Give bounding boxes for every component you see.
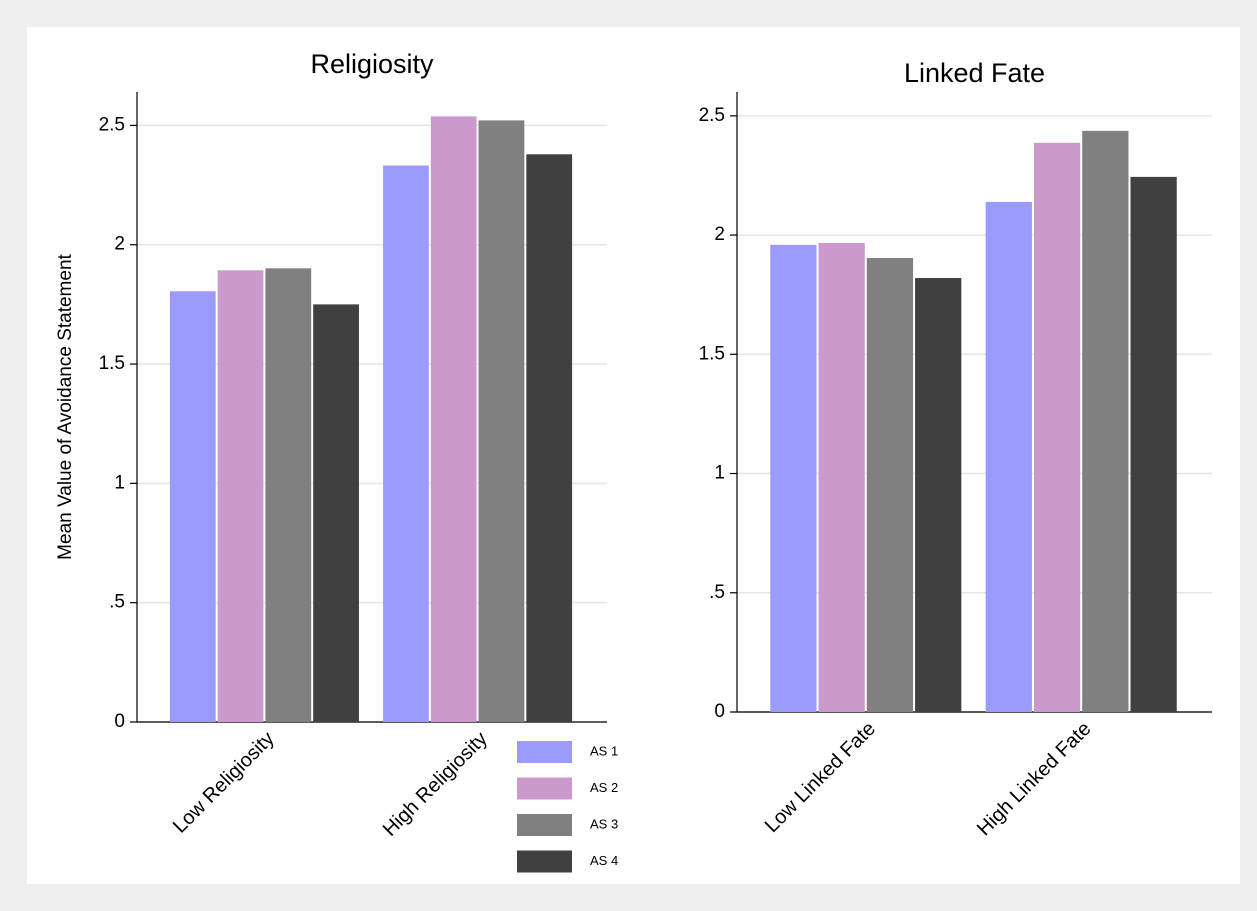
y-tick-label: 1 bbox=[714, 463, 725, 484]
y-tick-label: .5 bbox=[709, 582, 725, 603]
y-tick-label: 0 bbox=[714, 701, 725, 722]
legend-label: AS 4 bbox=[590, 853, 618, 868]
bar bbox=[478, 120, 525, 723]
bar bbox=[866, 257, 914, 712]
y-tick-label: 1.5 bbox=[99, 353, 125, 374]
bar bbox=[430, 116, 477, 722]
bar bbox=[818, 242, 865, 712]
chart-title: Linked Fate bbox=[904, 58, 1045, 88]
y-tick-label: 2 bbox=[714, 224, 725, 245]
bar bbox=[526, 154, 573, 723]
y-tick-label: 2.5 bbox=[99, 114, 125, 135]
chart-title: Religiosity bbox=[310, 49, 434, 79]
legend-swatch bbox=[517, 814, 572, 836]
legend-swatch bbox=[517, 850, 572, 873]
bar bbox=[313, 304, 359, 722]
y-tick-label: 2 bbox=[114, 234, 125, 255]
legend-label: AS 1 bbox=[590, 743, 618, 758]
y-axis-label: Mean Value of Avoidance Statement bbox=[55, 253, 76, 559]
bar bbox=[915, 278, 962, 712]
bar bbox=[770, 244, 817, 712]
y-tick-label: 2.5 bbox=[699, 105, 725, 126]
y-tick-label: 1 bbox=[114, 472, 125, 493]
bar bbox=[1082, 130, 1129, 712]
legend-swatch bbox=[517, 741, 572, 763]
bar bbox=[1130, 176, 1177, 712]
y-tick-label: .5 bbox=[109, 592, 125, 613]
bar bbox=[217, 270, 264, 722]
y-tick-label: 0 bbox=[114, 711, 125, 732]
legend-swatch bbox=[517, 777, 572, 800]
bar bbox=[383, 165, 429, 722]
bar bbox=[265, 268, 312, 722]
y-tick-label: 1.5 bbox=[699, 343, 725, 364]
legend-label: AS 3 bbox=[590, 816, 618, 831]
bar bbox=[1033, 142, 1081, 713]
bar bbox=[985, 201, 1032, 712]
legend-label: AS 2 bbox=[590, 780, 618, 795]
bar bbox=[169, 291, 216, 722]
